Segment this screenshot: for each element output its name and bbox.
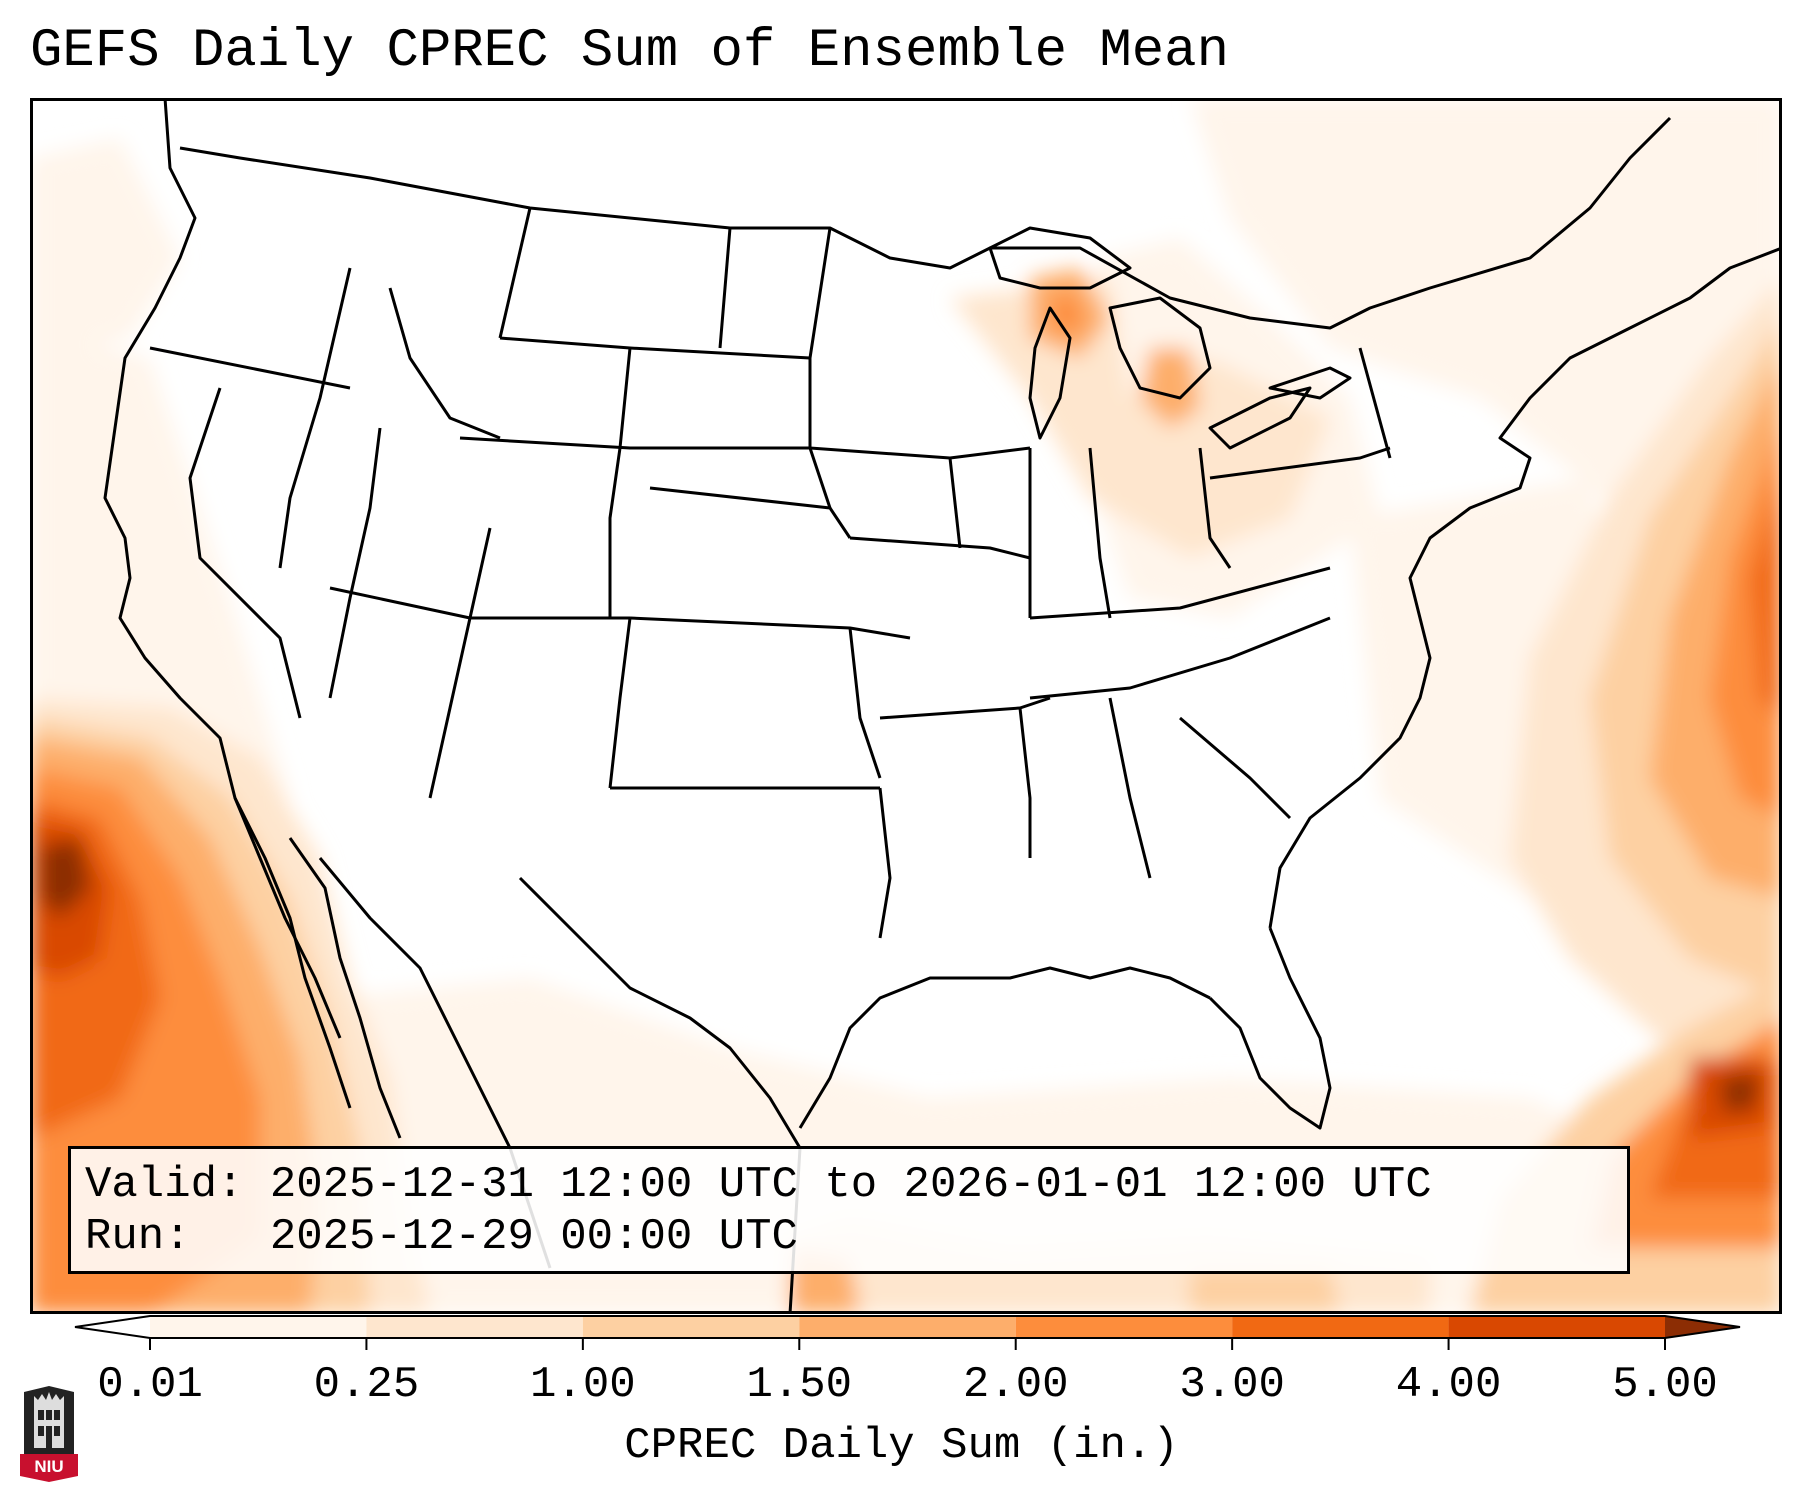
valid-time-box: Valid: 2025-12-31 12:00 UTC to 2026-01-0…	[68, 1146, 1630, 1274]
precip-map	[30, 98, 1782, 1314]
colorbar-segment	[582, 1316, 800, 1338]
colorbar-segment	[1448, 1316, 1665, 1338]
colorbar-segment	[366, 1316, 583, 1338]
colorbar-extend-low	[75, 1316, 150, 1338]
colorbar-tick-label: 3.00	[1179, 1360, 1285, 1410]
niu-logo-text: NIU	[34, 1457, 64, 1476]
colorbar-segment	[1015, 1316, 1233, 1338]
colorbar-tick-label: 5.00	[1612, 1360, 1718, 1410]
colorbar-label: CPREC Daily Sum (in.)	[624, 1421, 1179, 1471]
colorbar-tick-label: 0.01	[97, 1360, 203, 1410]
run-line: Run: 2025-12-29 00:00 UTC	[85, 1212, 798, 1262]
colorbar-tick-label: 0.25	[313, 1360, 420, 1410]
colorbar-tick-label: 1.50	[746, 1360, 853, 1410]
valid-line: Valid: 2025-12-31 12:00 UTC to 2026-01-0…	[85, 1160, 1432, 1210]
map-title: GEFS Daily CPREC Sum of Ensemble Mean	[30, 21, 1229, 82]
colorbar	[74, 1315, 1741, 1350]
colorbar-tick-label: 2.00	[962, 1360, 1069, 1410]
colorbar-tick-label: 4.00	[1395, 1360, 1502, 1410]
colorbar-segment	[799, 1316, 1016, 1338]
map-frame	[30, 98, 1782, 1314]
colorbar-segment	[150, 1316, 367, 1338]
colorbar-extend-high	[1665, 1316, 1740, 1338]
colorbar-tick-label: 1.00	[530, 1360, 636, 1410]
niu-logo: NIU	[20, 1386, 78, 1482]
colorbar-segment	[1232, 1316, 1449, 1338]
niu-logo-icon	[20, 1386, 78, 1482]
